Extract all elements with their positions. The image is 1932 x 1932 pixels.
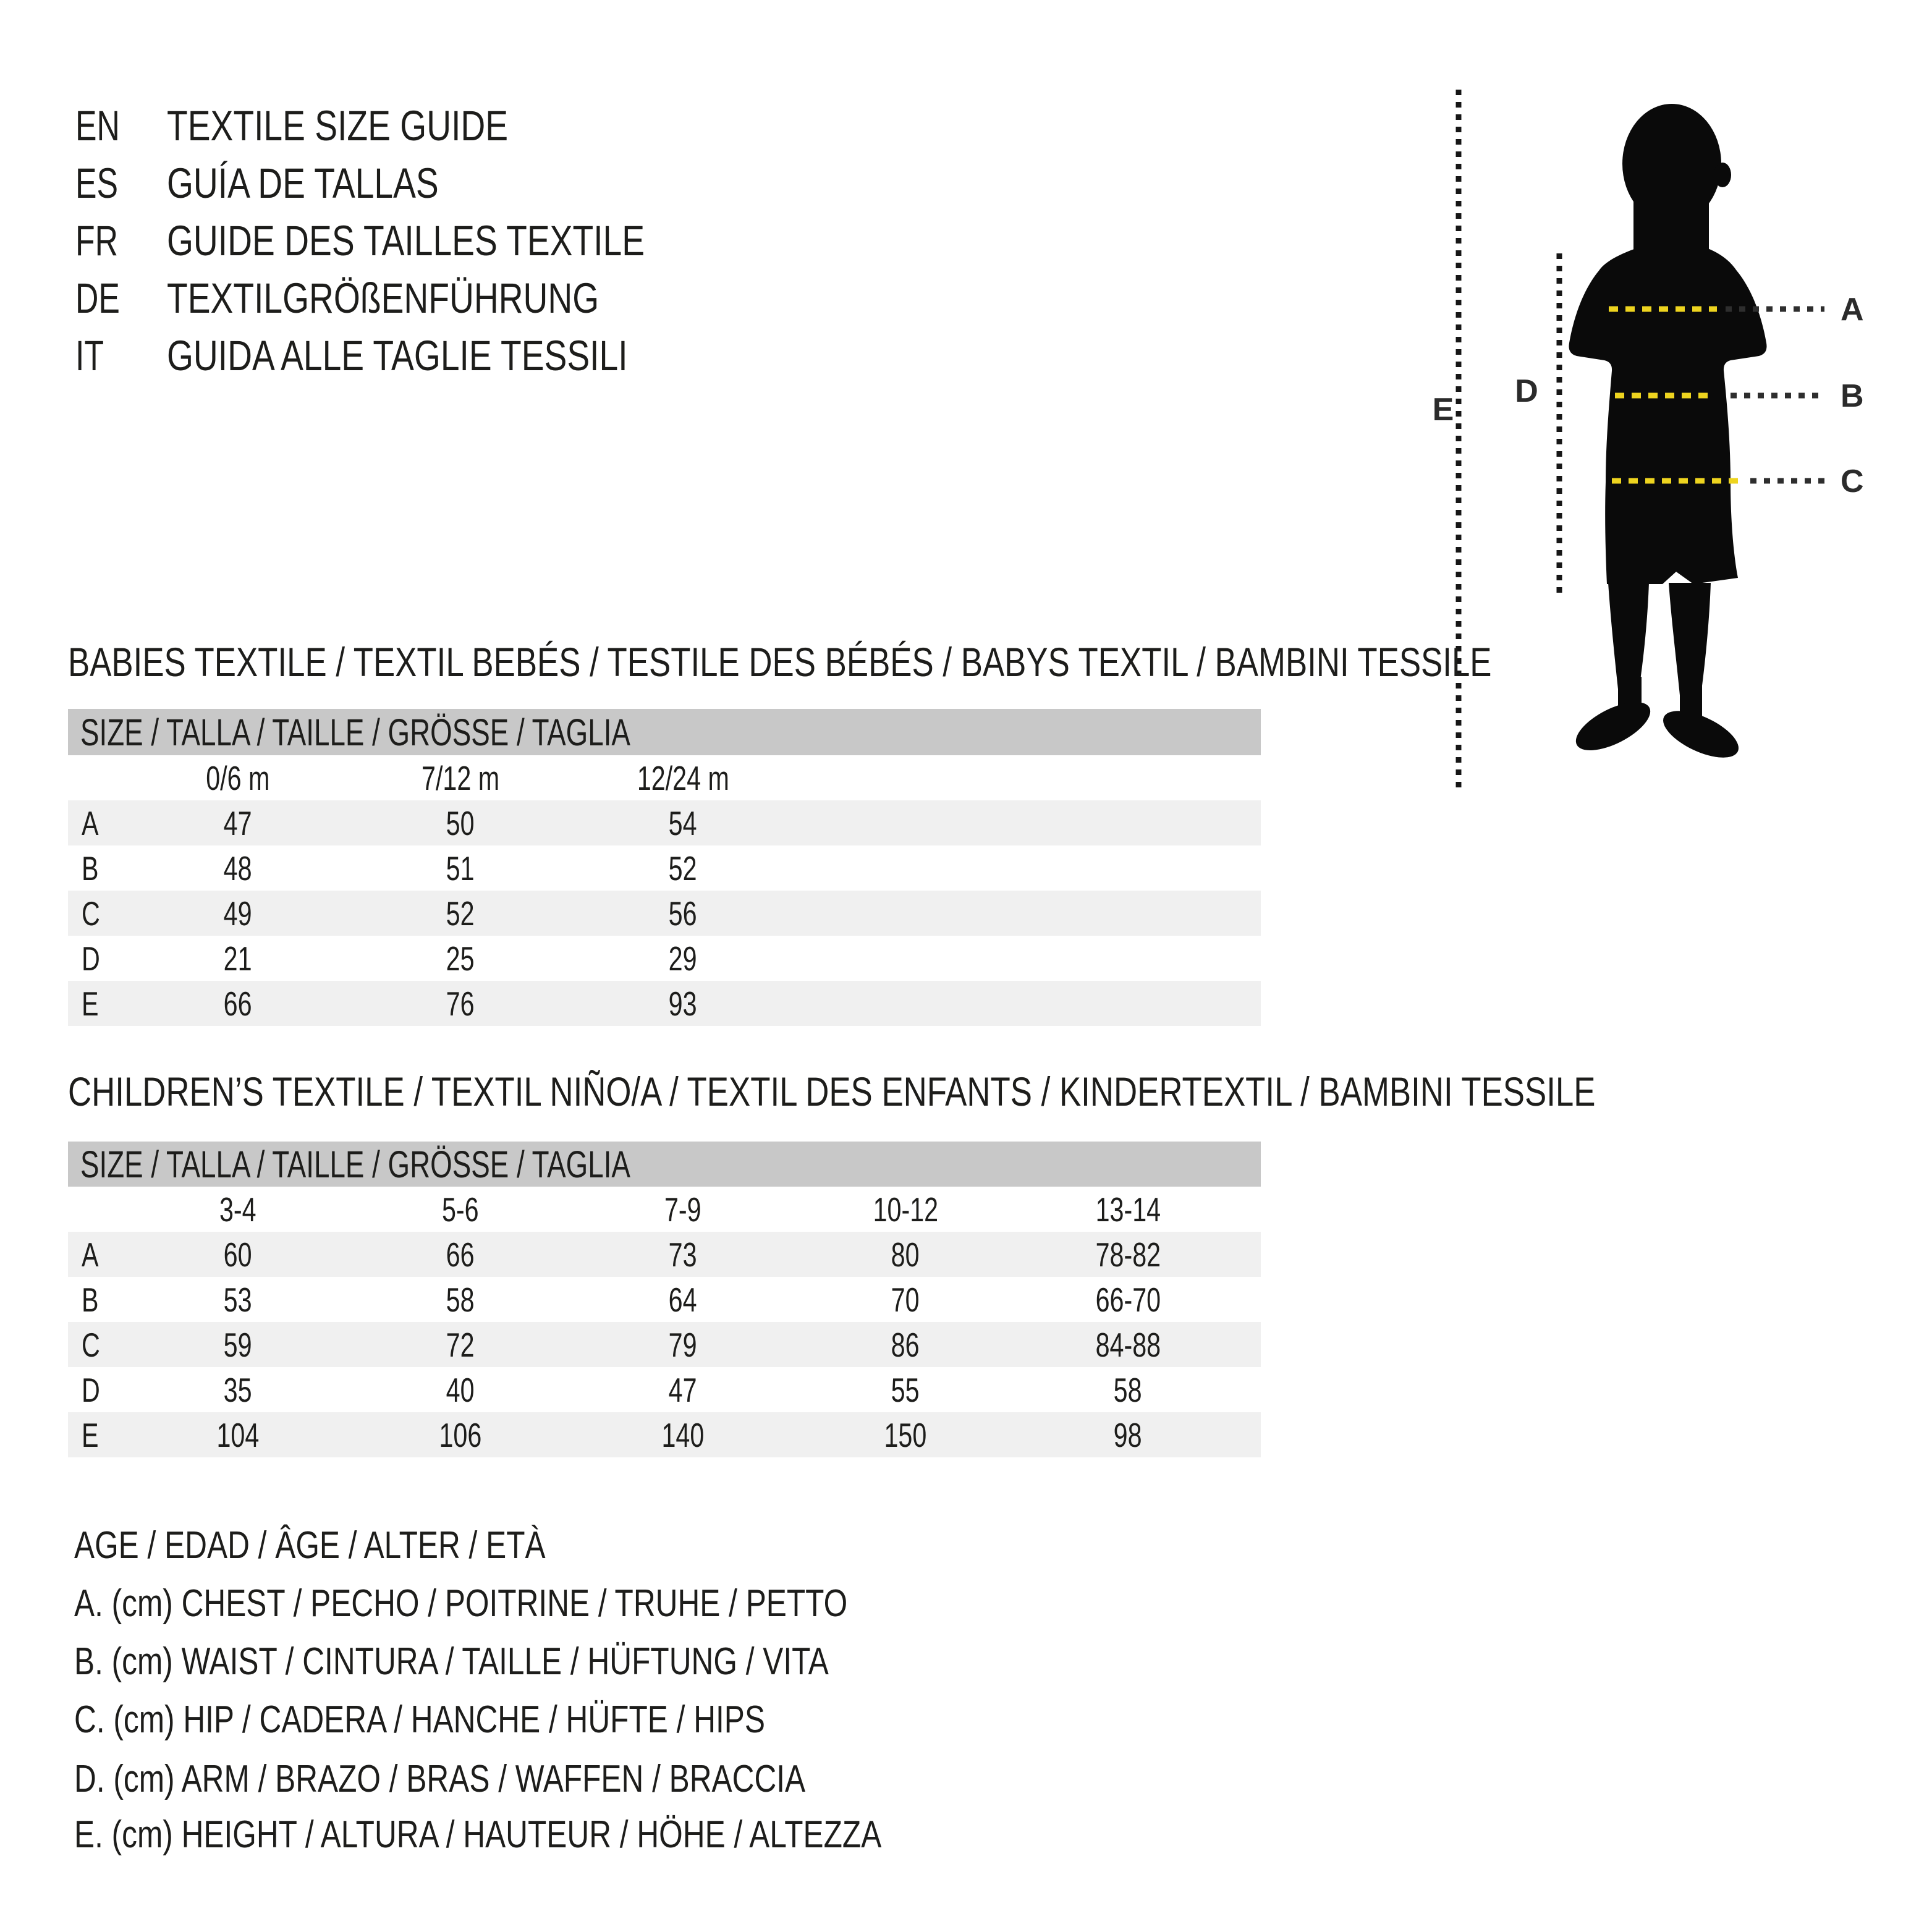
table-row: C 49 52 56 — [68, 891, 1261, 936]
silhouette-left-leg — [1608, 583, 1649, 689]
legend-line-hip: C. (cm) HIP / CADERA / HANCHE / HÜFTE / … — [74, 1698, 765, 1741]
legend-line-height: E. (cm) HEIGHT / ALTURA / HAUTEUR / HÖHE… — [74, 1813, 882, 1856]
babies-section-title: BABIES TEXTILE / TEXTIL BEBÉS / TESTILE … — [68, 639, 1492, 685]
lang-code-fr: FR — [75, 216, 118, 265]
silhouette-torso — [1569, 247, 1767, 584]
measurement-figure: E D A B C — [1433, 90, 1864, 794]
figure-label-c: C — [1841, 464, 1864, 499]
figure-label-a: A — [1841, 292, 1864, 328]
silhouette-left-foot — [1575, 702, 1651, 750]
table-row: B 53 58 64 70 66-70 — [82, 1280, 1161, 1319]
babies-col-header-1: 0/6 m — [206, 758, 270, 797]
legend-line-arm: D. (cm) ARM / BRAZO / BRAS / WAFFEN / BR… — [74, 1757, 806, 1800]
title-fr: GUIDE DES TAILLES TEXTILE — [167, 216, 645, 265]
silhouette-ear — [1714, 163, 1731, 187]
lang-row-fr: FR GUIDE DES TAILLES TEXTILE — [75, 216, 764, 265]
table-row: D 21 25 29 — [82, 939, 697, 978]
lang-code-es: ES — [75, 159, 119, 207]
silhouette-head — [1622, 104, 1721, 224]
babies-size-header-bar: SIZE / TALLA / TAILLE / GRÖSSE / TAGLIA — [68, 709, 1261, 755]
children-col-header-1: 3-4 — [219, 1190, 256, 1229]
children-col-header-3: 7-9 — [664, 1190, 701, 1229]
babies-col-header-3: 12/24 m — [637, 758, 729, 797]
children-col-header-2: 5-6 — [442, 1190, 479, 1229]
lang-row-en: EN TEXTILE SIZE GUIDE — [75, 101, 593, 150]
lang-code-de: DE — [75, 274, 120, 322]
legend-age-line: AGE / EDAD / ÂGE / ALTER / ETÀ — [74, 1523, 546, 1567]
table-row: A 47 50 54 — [68, 800, 1261, 845]
lang-code-en: EN — [75, 101, 120, 150]
table-row: B 48 51 52 — [82, 849, 697, 888]
child-silhouette-icon — [1569, 104, 1767, 758]
silhouette-right-leg — [1669, 583, 1711, 695]
lang-row-it: IT GUIDA ALLE TAGLIE TESSILI — [75, 331, 743, 380]
babies-column-header-row: 0/6 m 7/12 m 12/24 m — [68, 755, 1261, 800]
table-row: A 60 66 73 80 78-82 — [68, 1232, 1261, 1277]
children-size-header-bar: SIZE / TALLA / TAILLE / GRÖSSE / TAGLIA — [68, 1142, 1261, 1187]
table-row: E 66 76 93 — [68, 981, 1261, 1026]
table-row: E 104 106 140 150 98 — [68, 1412, 1261, 1457]
title-es: GUÍA DE TALLAS — [167, 159, 439, 207]
figure-label-b: B — [1841, 378, 1864, 414]
children-col-header-5: 13-14 — [1095, 1190, 1161, 1229]
figure-label-d: D — [1515, 373, 1538, 409]
silhouette-right-foot — [1663, 711, 1739, 758]
table-row: D 35 40 47 55 58 — [82, 1370, 1142, 1409]
title-en: TEXTILE SIZE GUIDE — [167, 101, 509, 150]
legend-line-waist: B. (cm) WAIST / CINTURA / TAILLE / HÜFTU… — [74, 1640, 829, 1683]
title-de: TEXTILGRÖßENFÜHRUNG — [167, 274, 600, 322]
legend-line-chest: A. (cm) CHEST / PECHO / POITRINE / TRUHE… — [74, 1582, 848, 1625]
table-row: C 59 72 79 86 84-88 — [68, 1322, 1261, 1367]
babies-col-header-2: 7/12 m — [421, 758, 500, 797]
title-it: GUIDA ALLE TAGLIE TESSILI — [167, 331, 628, 379]
lang-row-es: ES GUÍA DE TALLAS — [75, 158, 507, 208]
children-section-title: CHILDREN’S TEXTILE / TEXTIL NIÑO/A / TEX… — [68, 1069, 1596, 1114]
children-col-header-4: 10-12 — [873, 1190, 938, 1229]
lang-row-de: DE TEXTILGRÖßENFÜHRUNG — [75, 273, 707, 323]
figure-label-e: E — [1433, 392, 1454, 428]
lang-code-it: IT — [75, 331, 104, 379]
children-column-header-row: 3-4 5-6 7-9 10-12 13-14 — [68, 1187, 1261, 1232]
